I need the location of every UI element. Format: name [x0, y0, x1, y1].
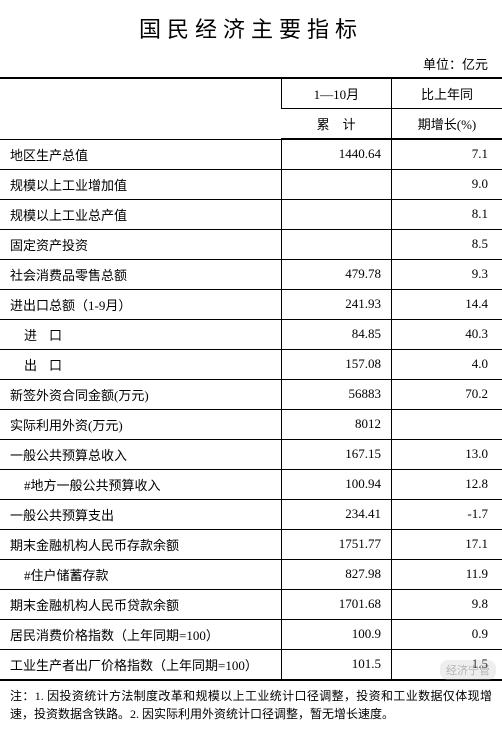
row-value	[281, 199, 391, 229]
table-row: 期末金融机构人民币存款余额1751.7717.1	[0, 529, 502, 559]
table-row: 期末金融机构人民币贷款余额1701.689.8	[0, 589, 502, 619]
row-value: 157.08	[281, 349, 391, 379]
row-value: 101.5	[281, 649, 391, 680]
table-row: #住户储蓄存款827.9811.9	[0, 559, 502, 589]
row-value: 1701.68	[281, 589, 391, 619]
indicators-table: 1—10月 比上年同 累 计 期增长(%) 地区生产总值1440.647.1规模…	[0, 79, 502, 681]
row-growth: 11.9	[392, 559, 502, 589]
table-row: 进出口总额（1-9月）241.9314.4	[0, 289, 502, 319]
row-label: 规模以上工业总产值	[0, 199, 281, 229]
table-row: #地方一般公共预算收入100.9412.8	[0, 469, 502, 499]
table-row: 一般公共预算总收入167.1513.0	[0, 439, 502, 469]
row-label: 进出口总额（1-9月）	[0, 289, 281, 319]
header-cumulative: 累 计	[281, 109, 391, 140]
row-label: 一般公共预算总收入	[0, 439, 281, 469]
header-period: 1—10月	[281, 79, 391, 109]
row-label: #住户储蓄存款	[0, 559, 281, 589]
row-growth	[392, 409, 502, 439]
row-growth: 14.4	[392, 289, 502, 319]
row-label: 固定资产投资	[0, 229, 281, 259]
row-label: 出口	[0, 349, 281, 379]
footnote: 注：1. 因投资统计方法制度改革和规模以上工业统计口径调整，投资和工业数据仅体现…	[0, 681, 502, 729]
header-blank	[0, 79, 281, 139]
row-value: 56883	[281, 379, 391, 409]
table-row: 地区生产总值1440.647.1	[0, 139, 502, 169]
row-growth: 40.3	[392, 319, 502, 349]
row-value: 100.94	[281, 469, 391, 499]
row-label: 新签外资合同金额(万元)	[0, 379, 281, 409]
row-label: 期末金融机构人民币存款余额	[0, 529, 281, 559]
table-body: 地区生产总值1440.647.1规模以上工业增加值9.0规模以上工业总产值8.1…	[0, 139, 502, 680]
row-value: 167.15	[281, 439, 391, 469]
row-value: 100.9	[281, 619, 391, 649]
row-label: 一般公共预算支出	[0, 499, 281, 529]
row-growth: 9.8	[392, 589, 502, 619]
row-growth: 70.2	[392, 379, 502, 409]
row-label: 规模以上工业增加值	[0, 169, 281, 199]
table-row: 规模以上工业增加值 9.0	[0, 169, 502, 199]
row-growth: 0.9	[392, 619, 502, 649]
table-row: 出口157.084.0	[0, 349, 502, 379]
row-value: 1440.64	[281, 139, 391, 169]
row-value: 827.98	[281, 559, 391, 589]
row-value: 8012	[281, 409, 391, 439]
row-label: #地方一般公共预算收入	[0, 469, 281, 499]
row-growth: 13.0	[392, 439, 502, 469]
table-row: 一般公共预算支出234.41-1.7	[0, 499, 502, 529]
table-row: 规模以上工业总产值 8.1	[0, 199, 502, 229]
row-label: 地区生产总值	[0, 139, 281, 169]
row-growth: 4.0	[392, 349, 502, 379]
row-label: 居民消费价格指数（上年同期=100）	[0, 619, 281, 649]
row-value: 1751.77	[281, 529, 391, 559]
row-value: 234.41	[281, 499, 391, 529]
watermark: 经济宁管	[440, 660, 496, 680]
row-label: 期末金融机构人民币贷款余额	[0, 589, 281, 619]
row-growth: 8.5	[392, 229, 502, 259]
table-row: 新签外资合同金额(万元)5688370.2	[0, 379, 502, 409]
row-label: 社会消费品零售总额	[0, 259, 281, 289]
table-row: 固定资产投资 8.5	[0, 229, 502, 259]
row-growth: 7.1	[392, 139, 502, 169]
row-label: 实际利用外资(万元)	[0, 409, 281, 439]
page-title: 国民经济主要指标	[0, 0, 502, 54]
row-value: 241.93	[281, 289, 391, 319]
row-growth: 9.0	[392, 169, 502, 199]
row-value	[281, 229, 391, 259]
row-growth: 9.3	[392, 259, 502, 289]
row-growth: 8.1	[392, 199, 502, 229]
header-growth: 期增长(%)	[392, 109, 502, 140]
row-label: 工业生产者出厂价格指数（上年同期=100）	[0, 649, 281, 680]
header-compare: 比上年同	[392, 79, 502, 109]
table-row: 社会消费品零售总额479.789.3	[0, 259, 502, 289]
table-row: 实际利用外资(万元)8012	[0, 409, 502, 439]
table-row: 居民消费价格指数（上年同期=100）100.90.9	[0, 619, 502, 649]
table-row: 工业生产者出厂价格指数（上年同期=100）101.51.5	[0, 649, 502, 680]
row-value	[281, 169, 391, 199]
row-growth: 12.8	[392, 469, 502, 499]
row-value: 479.78	[281, 259, 391, 289]
row-growth: 17.1	[392, 529, 502, 559]
table-row: 进口84.8540.3	[0, 319, 502, 349]
unit-label: 单位：亿元	[0, 54, 502, 79]
row-growth: -1.7	[392, 499, 502, 529]
row-label: 进口	[0, 319, 281, 349]
row-value: 84.85	[281, 319, 391, 349]
